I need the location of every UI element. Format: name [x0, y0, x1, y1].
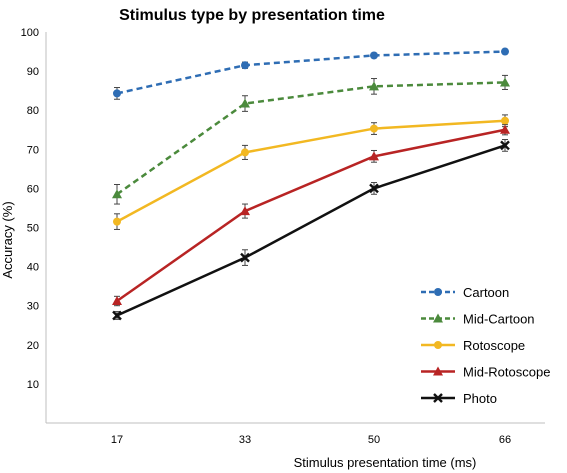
y-tick-label: 30: [27, 301, 39, 313]
y-tick-label: 60: [27, 183, 39, 195]
data-point: [370, 124, 378, 133]
data-point: [370, 51, 378, 60]
data-point: [112, 189, 122, 199]
legend-marker: [433, 393, 443, 403]
tick-labels: 10 20 30 40 50 60 70 80 90 100 17 33 50 66: [21, 27, 511, 446]
data-point: [241, 148, 249, 157]
y-tick-label: 40: [27, 262, 39, 274]
legend-marker: [434, 288, 442, 296]
legend-item: Rotoscope: [421, 338, 525, 353]
series-line: [116, 128, 506, 303]
x-tick-label: 33: [239, 434, 251, 446]
y-tick-label: 90: [27, 66, 39, 78]
data-point: [113, 217, 121, 226]
data-point: [241, 61, 249, 70]
data-point: [500, 77, 510, 87]
legend-marker: [434, 341, 442, 349]
series-layer: [112, 47, 510, 321]
data-point: [112, 310, 122, 321]
legend-marker: [433, 313, 443, 323]
series-line: [116, 81, 506, 196]
y-tick-label: 70: [27, 144, 39, 156]
y-axis-label: Accuracy (%): [0, 201, 15, 278]
series-line: [116, 50, 506, 95]
series-photo: [112, 139, 510, 321]
data-point: [240, 98, 250, 108]
series-mid-rotoscope: [112, 124, 510, 307]
y-tick-label: 80: [27, 105, 39, 117]
legend-item: Photo: [421, 391, 497, 406]
legend-marker: [433, 366, 443, 376]
data-point: [369, 81, 379, 91]
data-point: [500, 124, 510, 134]
series-cartoon: [113, 47, 509, 100]
x-tick-label: 17: [111, 434, 123, 446]
legend: Cartoon Mid-Cartoon Rotoscope Mid-Rotoscope…: [421, 285, 550, 406]
series-line: [116, 119, 506, 223]
legend-label: Mid-Rotoscope: [463, 365, 550, 380]
y-tick-label: 50: [27, 223, 39, 235]
series-rotoscope: [113, 114, 509, 230]
axes: [45, 32, 545, 424]
data-point: [240, 206, 250, 216]
x-axis-label: Stimulus presentation time (ms): [294, 455, 477, 470]
legend-label: Cartoon: [463, 285, 509, 300]
y-tick-label: 10: [27, 379, 39, 391]
legend-item: Cartoon: [421, 285, 509, 300]
data-point: [240, 252, 250, 263]
data-point: [501, 116, 509, 125]
legend-label: Photo: [463, 391, 497, 406]
series-line: [116, 144, 506, 317]
data-point: [500, 140, 510, 151]
data-point: [369, 183, 379, 194]
chart-title: Stimulus type by presentation time: [119, 7, 385, 24]
legend-label: Mid-Cartoon: [463, 312, 535, 327]
y-tick-label: 20: [27, 340, 39, 352]
x-tick-label: 66: [499, 434, 511, 446]
data-point: [501, 47, 509, 56]
legend-label: Rotoscope: [463, 338, 525, 353]
y-tick-label: 100: [21, 27, 39, 39]
series-mid-cartoon: [112, 74, 510, 205]
legend-item: Mid-Cartoon: [421, 312, 535, 327]
data-point: [112, 296, 122, 306]
legend-item: Mid-Rotoscope: [421, 365, 550, 380]
data-point: [113, 89, 121, 98]
data-point: [369, 151, 379, 161]
x-tick-label: 50: [368, 434, 380, 446]
